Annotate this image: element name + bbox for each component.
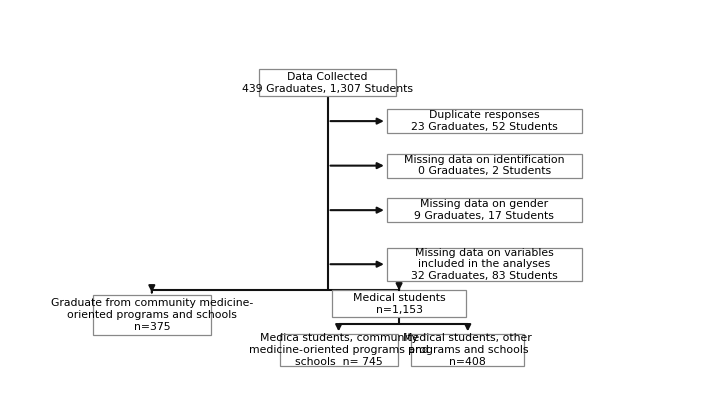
Text: Missing data on variables
included in the analyses
32 Graduates, 83 Students: Missing data on variables included in th… <box>411 248 557 281</box>
FancyBboxPatch shape <box>386 154 582 178</box>
FancyBboxPatch shape <box>93 295 211 335</box>
Text: Missing data on identification
0 Graduates, 2 Students: Missing data on identification 0 Graduat… <box>404 155 564 176</box>
FancyBboxPatch shape <box>411 334 524 366</box>
FancyBboxPatch shape <box>386 109 582 133</box>
Text: Data Collected
439 Graduates, 1,307 Students: Data Collected 439 Graduates, 1,307 Stud… <box>242 72 413 94</box>
Text: Duplicate responses
23 Graduates, 52 Students: Duplicate responses 23 Graduates, 52 Stu… <box>411 110 557 132</box>
FancyBboxPatch shape <box>386 198 582 222</box>
Text: Medica students, community
medicine-oriented programs and
schools  n= 745: Medica students, community medicine-orie… <box>249 333 428 367</box>
Text: Graduate from community medicine-
oriented programs and schools
n=375: Graduate from community medicine- orient… <box>50 299 253 332</box>
Text: Medical students
n=1,153: Medical students n=1,153 <box>353 293 445 315</box>
FancyBboxPatch shape <box>386 247 582 281</box>
FancyBboxPatch shape <box>279 334 398 366</box>
Text: Missing data on gender
9 Graduates, 17 Students: Missing data on gender 9 Graduates, 17 S… <box>414 199 554 221</box>
FancyBboxPatch shape <box>259 69 396 97</box>
FancyBboxPatch shape <box>332 290 467 318</box>
Text: Medical students, other
programs and schools
n=408: Medical students, other programs and sch… <box>403 333 532 367</box>
